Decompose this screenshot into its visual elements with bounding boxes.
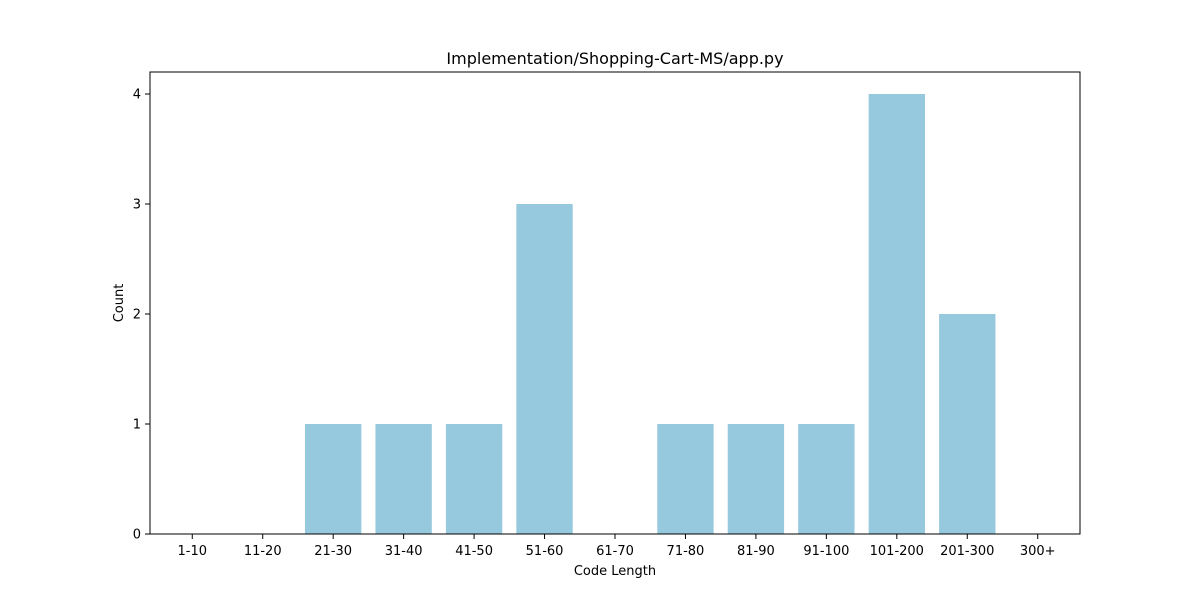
x-tick-label: 41-50 — [455, 544, 493, 559]
y-tick-label: 2 — [133, 308, 141, 323]
bar-51-60 — [516, 204, 573, 534]
x-tick-label: 300+ — [1020, 544, 1056, 559]
y-axis-ticks: 0 1 2 3 4 — [133, 88, 150, 543]
x-axis-ticks: 1-10 11-20 21-30 31-40 41-50 51-60 61-70 71-80 8… — [178, 534, 1056, 559]
bar-91-100 — [798, 424, 855, 534]
x-tick-label: 61-70 — [596, 544, 634, 559]
bar-41-50 — [445, 424, 503, 534]
x-tick-label: 91-100 — [803, 544, 849, 559]
bar-101-200 — [868, 94, 925, 534]
bar-201-300 — [939, 314, 996, 534]
y-tick-label: 1 — [133, 418, 141, 433]
x-tick-label: 31-40 — [385, 544, 423, 559]
x-tick-label: 101-200 — [870, 544, 924, 559]
bars-layer — [305, 94, 996, 534]
x-tick-label: 71-80 — [667, 544, 705, 559]
x-tick-label: 21-30 — [314, 544, 352, 559]
y-axis-label: Count — [112, 284, 127, 323]
x-tick-label: 201-300 — [940, 544, 994, 559]
x-axis-label: Code Length — [574, 564, 656, 579]
chart-title: Implementation/Shopping-Cart-MS/app.py — [446, 49, 783, 68]
y-tick-label: 3 — [133, 198, 141, 213]
x-tick-label: 11-20 — [244, 544, 282, 559]
x-tick-label: 51-60 — [526, 544, 564, 559]
x-tick-label: 81-90 — [737, 544, 775, 559]
y-tick-label: 0 — [133, 528, 141, 543]
x-tick-label: 1-10 — [178, 544, 208, 559]
bar-21-30 — [305, 424, 362, 534]
bar-71-80 — [657, 424, 714, 534]
bar-31-40 — [375, 424, 432, 534]
bar-81-90 — [727, 424, 785, 534]
y-tick-label: 4 — [133, 88, 141, 103]
